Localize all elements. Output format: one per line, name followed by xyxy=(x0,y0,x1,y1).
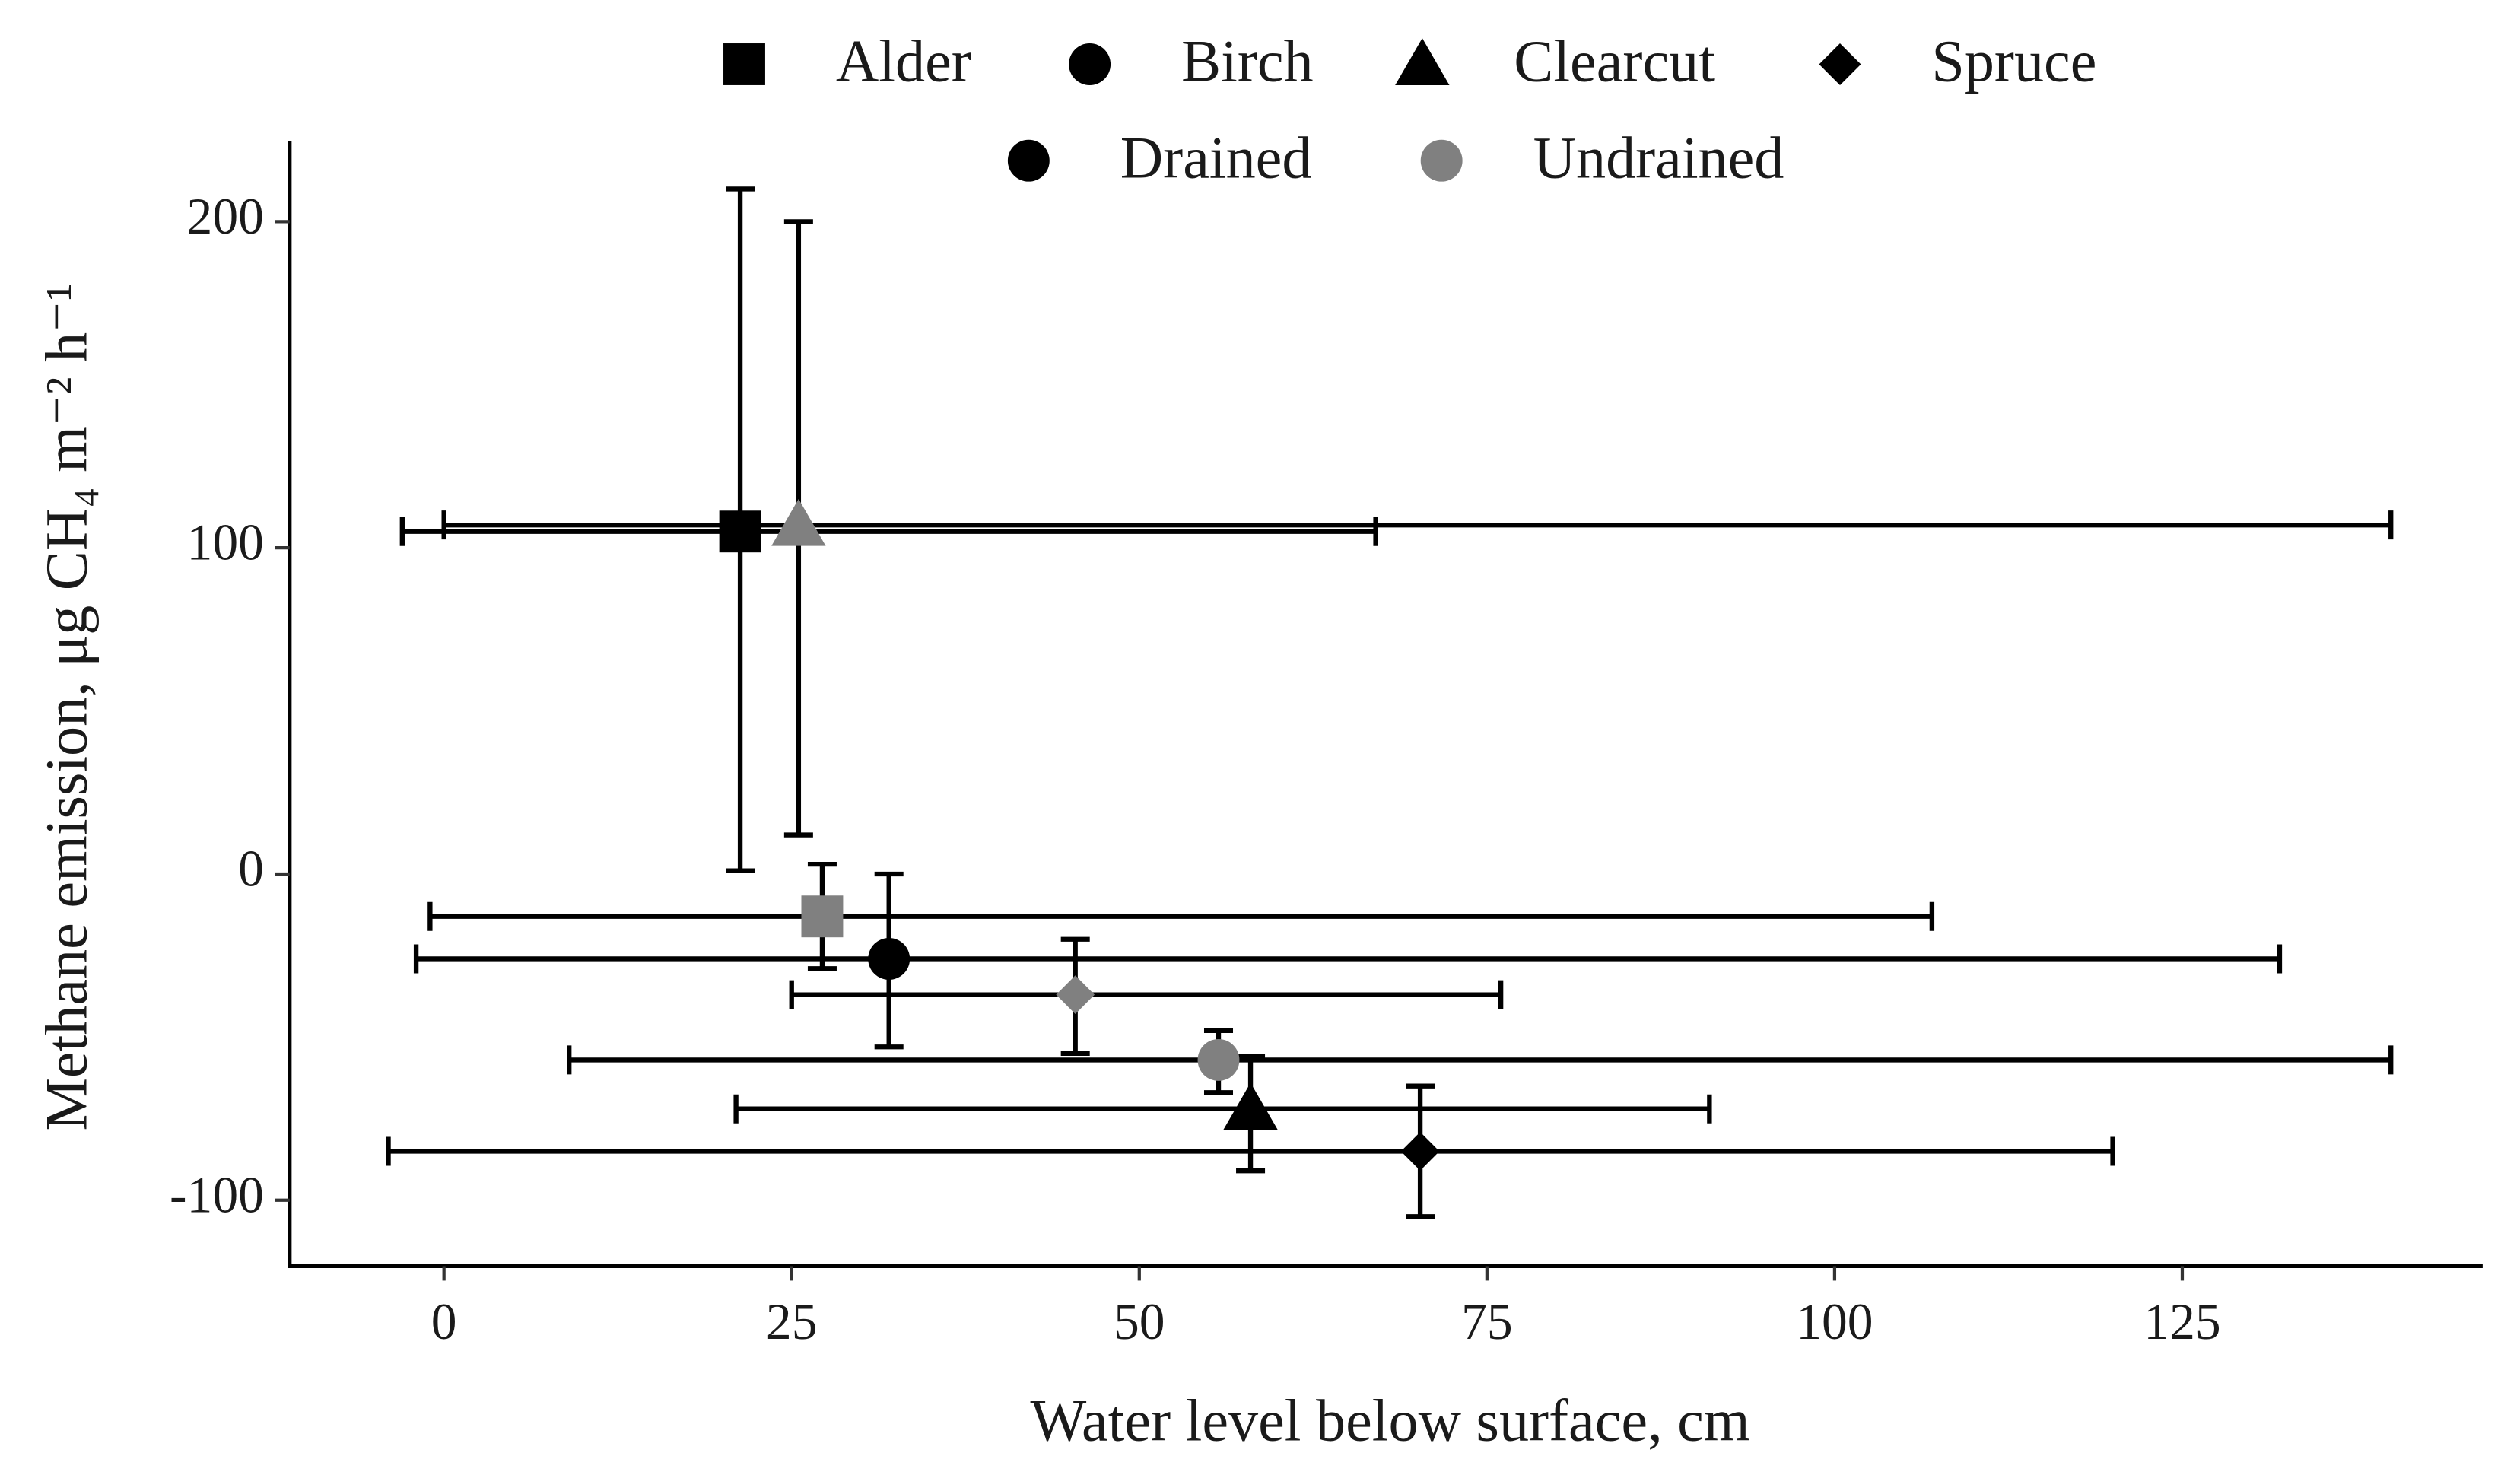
y-axis-title: Methane emission, μg CH₄ m⁻² h⁻¹ xyxy=(33,283,100,1130)
x-error-bar xyxy=(441,510,2394,540)
point xyxy=(801,895,844,938)
x-error-bar xyxy=(789,980,1504,1009)
x-tick-label: 0 xyxy=(431,1293,457,1350)
x-tick-label: 75 xyxy=(1461,1293,1513,1350)
legend-symbol xyxy=(1007,139,1050,182)
x-error-bar xyxy=(386,1136,2115,1166)
point xyxy=(868,938,910,980)
legend-symbol xyxy=(723,43,765,85)
point xyxy=(1056,975,1095,1014)
x-error-bar xyxy=(427,901,1935,931)
x-tick-label: 50 xyxy=(1114,1293,1165,1350)
point xyxy=(1223,1082,1278,1130)
x-tick-label: 25 xyxy=(766,1293,818,1350)
x-error-bar xyxy=(567,1045,2394,1075)
x-error-bar xyxy=(413,944,2283,974)
legend-symbol xyxy=(1069,43,1111,85)
legend-symbol xyxy=(1395,38,1450,85)
legend-label: Alder xyxy=(836,28,971,94)
x-error-bar xyxy=(733,1094,1712,1124)
legend-symbol xyxy=(1819,43,1861,85)
point xyxy=(771,498,826,546)
x-tick-label: 100 xyxy=(1796,1293,1873,1350)
legend-symbol xyxy=(1420,139,1463,182)
legend-label: Clearcut xyxy=(1514,28,1715,94)
x-error-bar xyxy=(399,517,1378,546)
point xyxy=(1400,1132,1440,1171)
legend-label: Drained xyxy=(1120,124,1312,190)
legend-label: Spruce xyxy=(1931,28,2096,94)
point xyxy=(719,510,761,553)
y-tick-label: -100 xyxy=(170,1166,264,1223)
legend-label: Undrained xyxy=(1533,124,1784,190)
x-tick-label: 125 xyxy=(2143,1293,2220,1350)
legend-label: Birch xyxy=(1181,28,1314,94)
y-tick-label: 0 xyxy=(238,840,264,897)
y-tick-label: 200 xyxy=(187,188,264,245)
y-tick-label: 100 xyxy=(187,514,264,571)
x-axis-title: Water level below surface, cm xyxy=(1031,1388,1750,1454)
point xyxy=(1197,1038,1240,1081)
